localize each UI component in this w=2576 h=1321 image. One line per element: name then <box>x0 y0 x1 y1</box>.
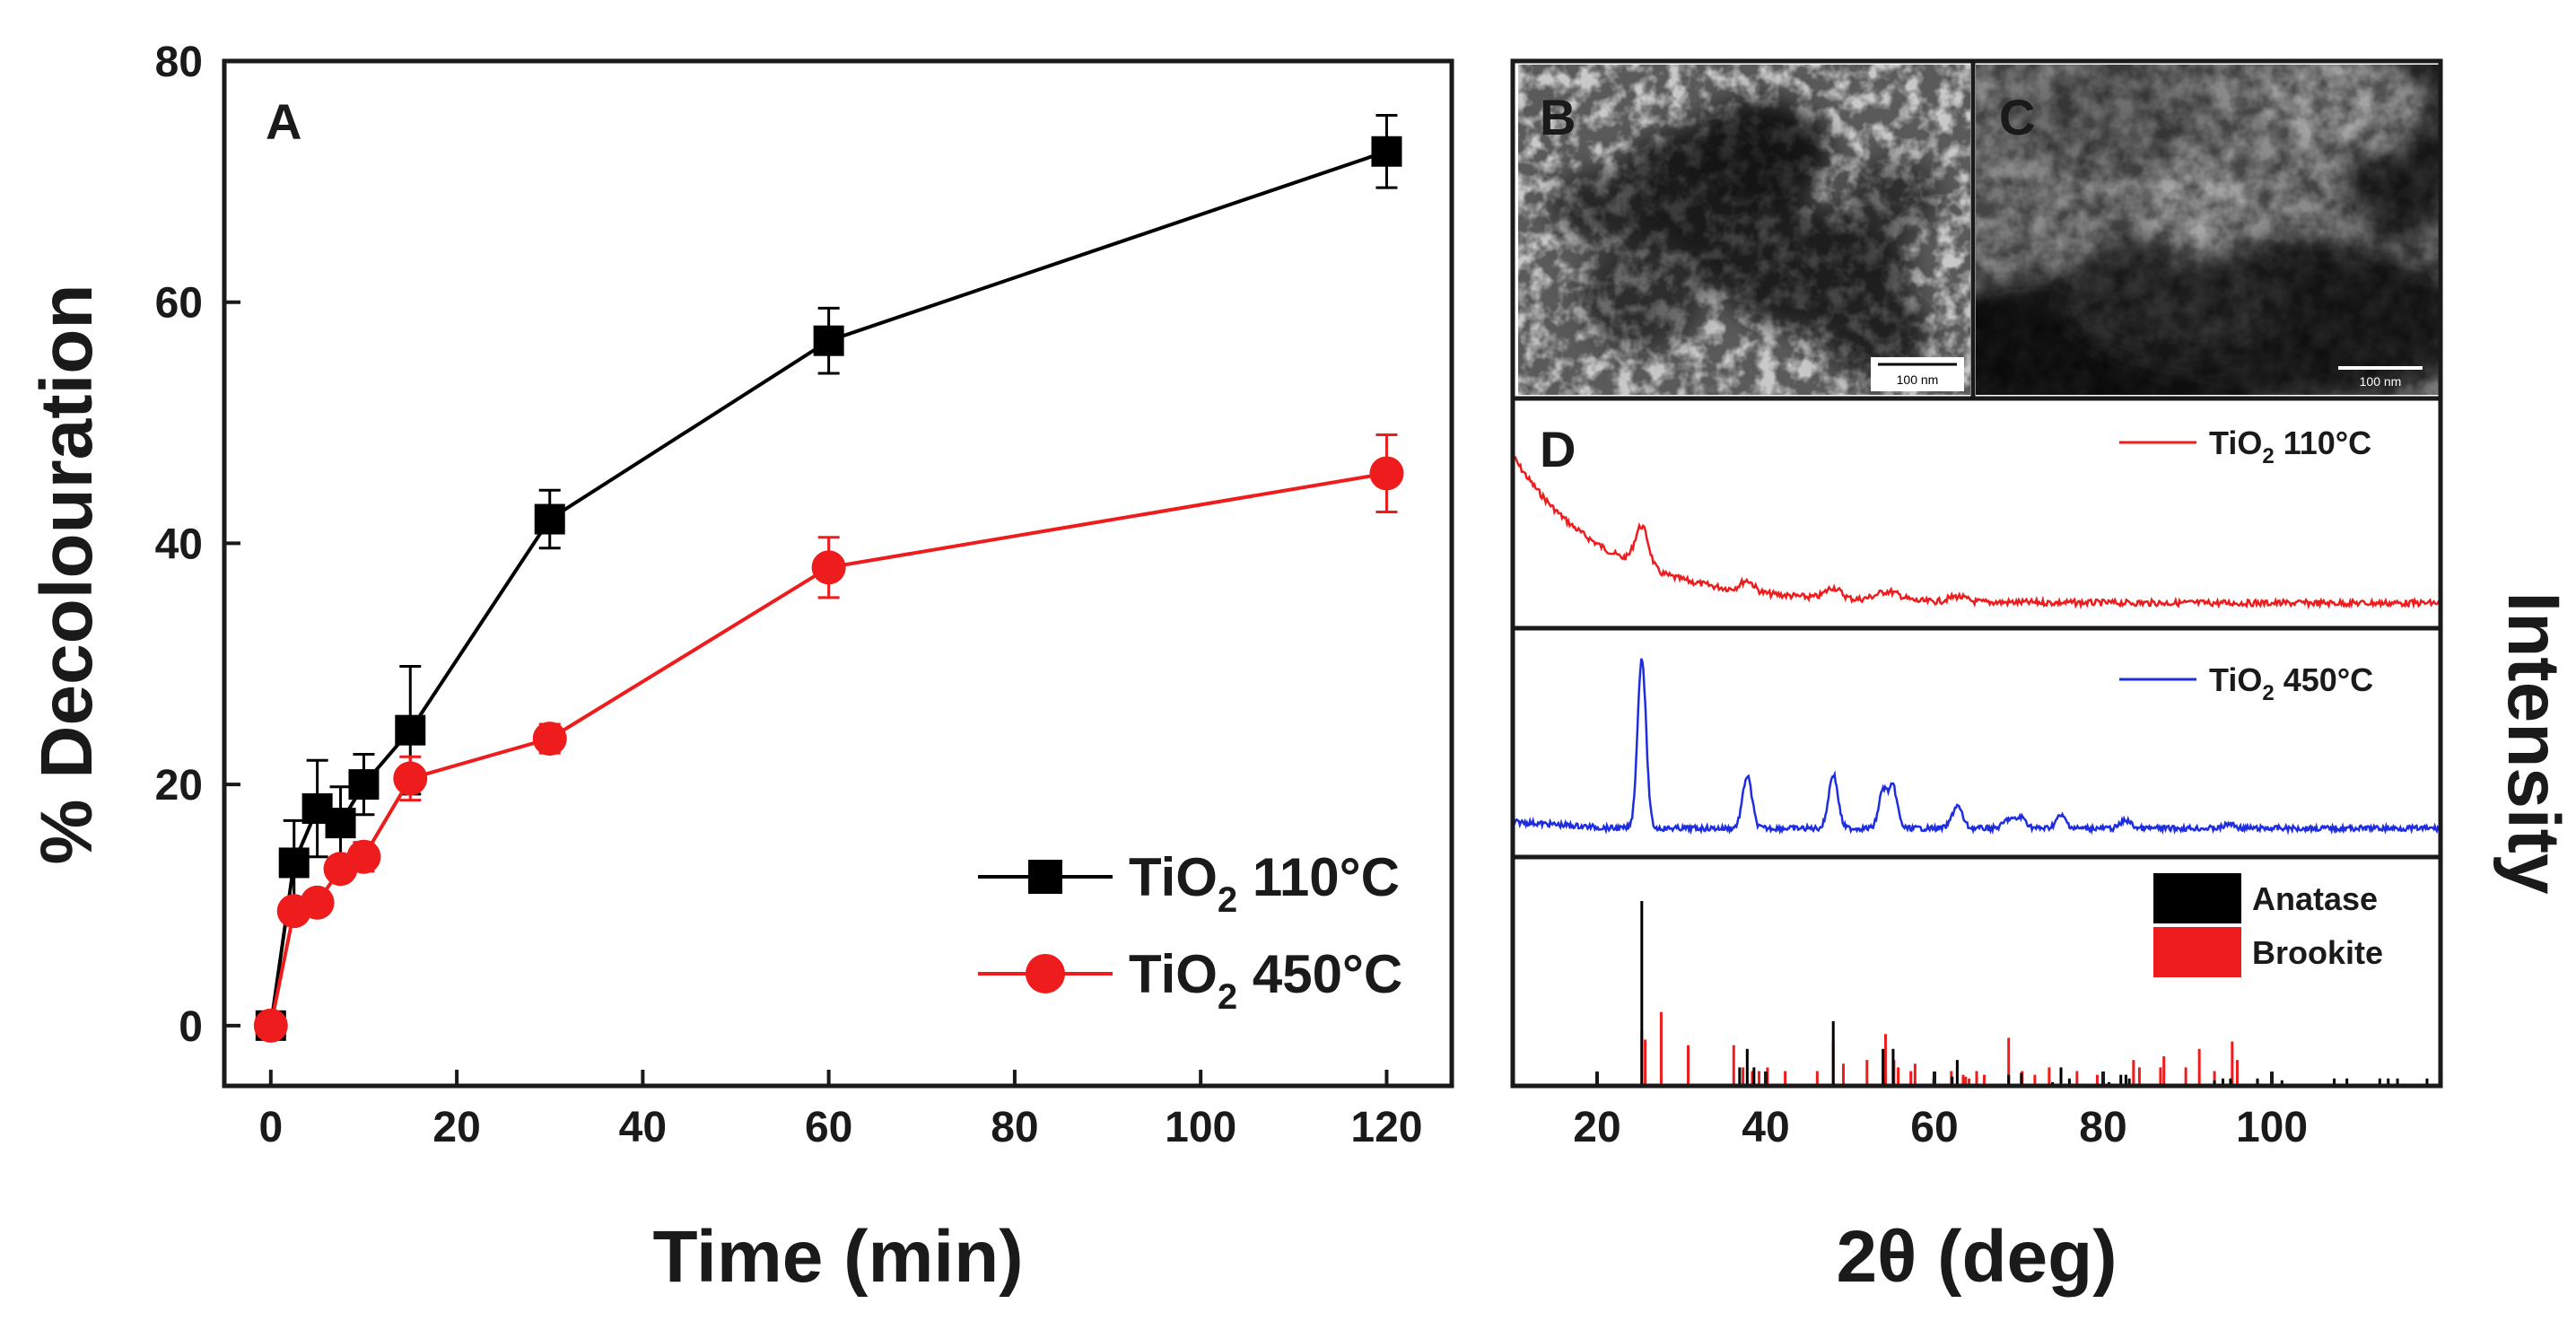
legend-marker-450 <box>1026 954 1065 993</box>
panel-d-frame <box>1510 396 2443 1089</box>
panel-a-chart: 0 20 40 60 80 100 120 0 20 40 60 80 A Time (min) %… <box>26 39 1454 1298</box>
a-y-tick-label: 0 <box>179 1003 203 1051</box>
d-x-tick-label: 100 <box>2236 1104 2308 1151</box>
panel-a-y-ticks: 0 20 40 60 80 <box>155 39 240 1051</box>
xrd-legend-swatch-brookite <box>2153 927 2241 977</box>
panel-a-y-axis-title: % Decolouration <box>26 284 108 865</box>
d-x-tick-label: 20 <box>1573 1104 1620 1151</box>
a-x-tick-label: 120 <box>1350 1104 1422 1151</box>
xrd-legend-label-110: TiO2 110°C <box>2209 424 2371 468</box>
xrd-legend-label-anatase: Anatase <box>2252 880 2378 917</box>
panel-a-series <box>253 113 1404 1043</box>
a-y-tick-label: 60 <box>155 280 203 328</box>
a-y-tick-label: 80 <box>155 39 203 86</box>
a-x-tick-label: 80 <box>991 1104 1038 1151</box>
a-x-tick-label: 60 <box>805 1104 852 1151</box>
data-point <box>811 550 846 585</box>
panel-a-frame <box>222 58 1454 1089</box>
data-point <box>348 769 380 800</box>
a-x-tick-label: 20 <box>432 1104 480 1151</box>
a-y-tick-label: 20 <box>155 762 203 809</box>
data-point <box>393 761 428 796</box>
series-110 <box>255 113 1402 1041</box>
data-point <box>534 503 565 535</box>
data-point <box>813 325 844 356</box>
a-x-tick-label: 40 <box>619 1104 667 1151</box>
panel-a-legend: TiO2 110°C TiO2 450°C <box>978 847 1402 1017</box>
a-x-tick-label: 0 <box>258 1104 283 1151</box>
panel-d-x-axis-title: 2θ (deg) <box>1836 1216 2117 1298</box>
panel-a-x-axis-title: Time (min) <box>652 1216 1023 1298</box>
panel-d-letter: D <box>1540 421 1576 477</box>
data-point <box>395 714 426 746</box>
panel-c-scale-bar-label: 100 nm <box>2360 374 2402 389</box>
panel-b-scale-bar-label: 100 nm <box>1897 372 1939 387</box>
data-point <box>325 808 356 839</box>
data-point <box>346 839 381 874</box>
data-point <box>253 1008 288 1043</box>
panel-b-micrograph: 100 nm B <box>1518 65 1970 395</box>
series-450 <box>253 433 1404 1043</box>
data-point <box>532 722 567 757</box>
legend-marker-110 <box>1028 860 1062 894</box>
panel-d-x-ticks: 20 40 60 80 100 <box>1573 1072 2308 1151</box>
panel-b-scale-bar-box <box>1871 357 1964 391</box>
a-x-tick-label: 100 <box>1165 1104 1236 1151</box>
panel-b-letter: B <box>1540 89 1576 145</box>
panel-a-letter: A <box>266 93 301 150</box>
legend-label-450: TiO2 450°C <box>1129 944 1402 1017</box>
data-point <box>278 847 310 879</box>
a-y-tick-label: 40 <box>155 521 203 568</box>
panel-c-micrograph: 100 nm C <box>1976 65 2441 395</box>
xrd-curve-450 <box>1513 658 2441 835</box>
panel-a-x-ticks: 0 20 40 60 80 100 120 <box>258 1070 1423 1151</box>
panel-d-chart: 20 40 60 80 100 D TiO2 110°C TiO2 450°C Anat… <box>1510 396 2574 1298</box>
data-point <box>1369 456 1404 491</box>
d-x-tick-label: 40 <box>1742 1104 1789 1151</box>
xrd-legend-swatch-anatase <box>2153 873 2241 923</box>
panel-d-y-axis-title: Intensity <box>2493 591 2574 895</box>
data-point <box>1371 136 1402 167</box>
d-x-tick-label: 60 <box>1910 1104 1958 1151</box>
legend-label-110: TiO2 110°C <box>1129 847 1400 920</box>
xrd-curve-110 <box>1513 455 2441 610</box>
xrd-reference-lines <box>1640 901 2429 1086</box>
xrd-legend-label-brookite: Brookite <box>2252 934 2383 971</box>
panel-c-letter: C <box>1999 89 2035 145</box>
xrd-legend-label-450: TiO2 450°C <box>2209 661 2373 705</box>
d-x-tick-label: 80 <box>2079 1104 2126 1151</box>
data-point <box>300 885 335 920</box>
